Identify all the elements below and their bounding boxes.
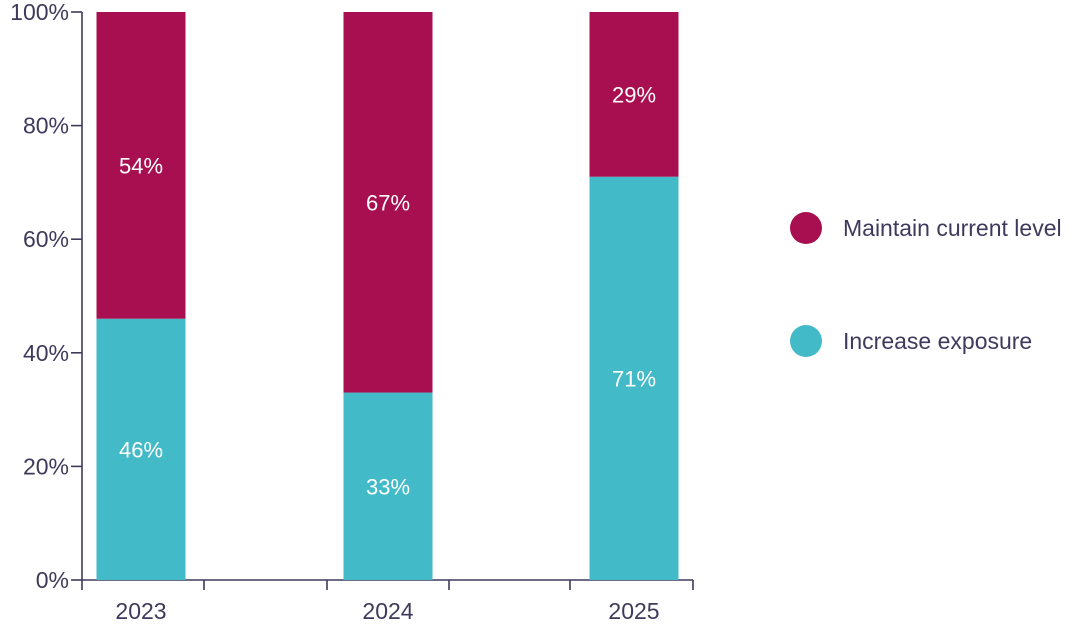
- data-label-increase-exposure-2025: 71%: [612, 366, 656, 391]
- data-label-increase-exposure-2024: 33%: [366, 474, 410, 499]
- x-category-label: 2025: [608, 598, 659, 624]
- legend-label: Maintain current level: [843, 215, 1062, 241]
- legend-swatch: [790, 325, 822, 357]
- bar-increase-exposure-2024: [343, 392, 433, 580]
- bar-maintain-current-level-2023: [96, 12, 186, 319]
- data-label-increase-exposure-2023: 46%: [119, 437, 163, 462]
- y-tick-label: 20%: [23, 453, 69, 479]
- y-tick-label: 40%: [23, 340, 69, 366]
- bar-increase-exposure-2025: [589, 176, 679, 580]
- x-axis: 2023 2024 2025: [81, 579, 694, 624]
- y-tick-label: 80%: [23, 113, 69, 139]
- y-tick-label: 100%: [10, 0, 69, 25]
- legend-swatch: [790, 212, 822, 244]
- data-label-maintain-current-level-2023: 54%: [119, 153, 163, 178]
- x-category-label: 2023: [115, 598, 166, 624]
- x-category-label: 2024: [362, 598, 413, 624]
- data-labels: 46% 54% 33% 67% 71% 29%: [119, 82, 656, 499]
- y-tick-label: 60%: [23, 226, 69, 252]
- legend-label: Increase exposure: [843, 328, 1032, 354]
- data-label-maintain-current-level-2025: 29%: [612, 82, 656, 107]
- y-tick-label: 0%: [36, 567, 69, 593]
- bar-increase-exposure-2023: [96, 318, 186, 580]
- bar-maintain-current-level-2024: [343, 12, 433, 393]
- legend: Maintain current level Increase exposure: [790, 212, 1062, 357]
- bars: [96, 12, 679, 580]
- data-label-maintain-current-level-2024: 67%: [366, 190, 410, 215]
- y-axis: 0% 20% 40% 60% 80% 100%: [10, 0, 83, 593]
- bar-maintain-current-level-2025: [589, 12, 679, 177]
